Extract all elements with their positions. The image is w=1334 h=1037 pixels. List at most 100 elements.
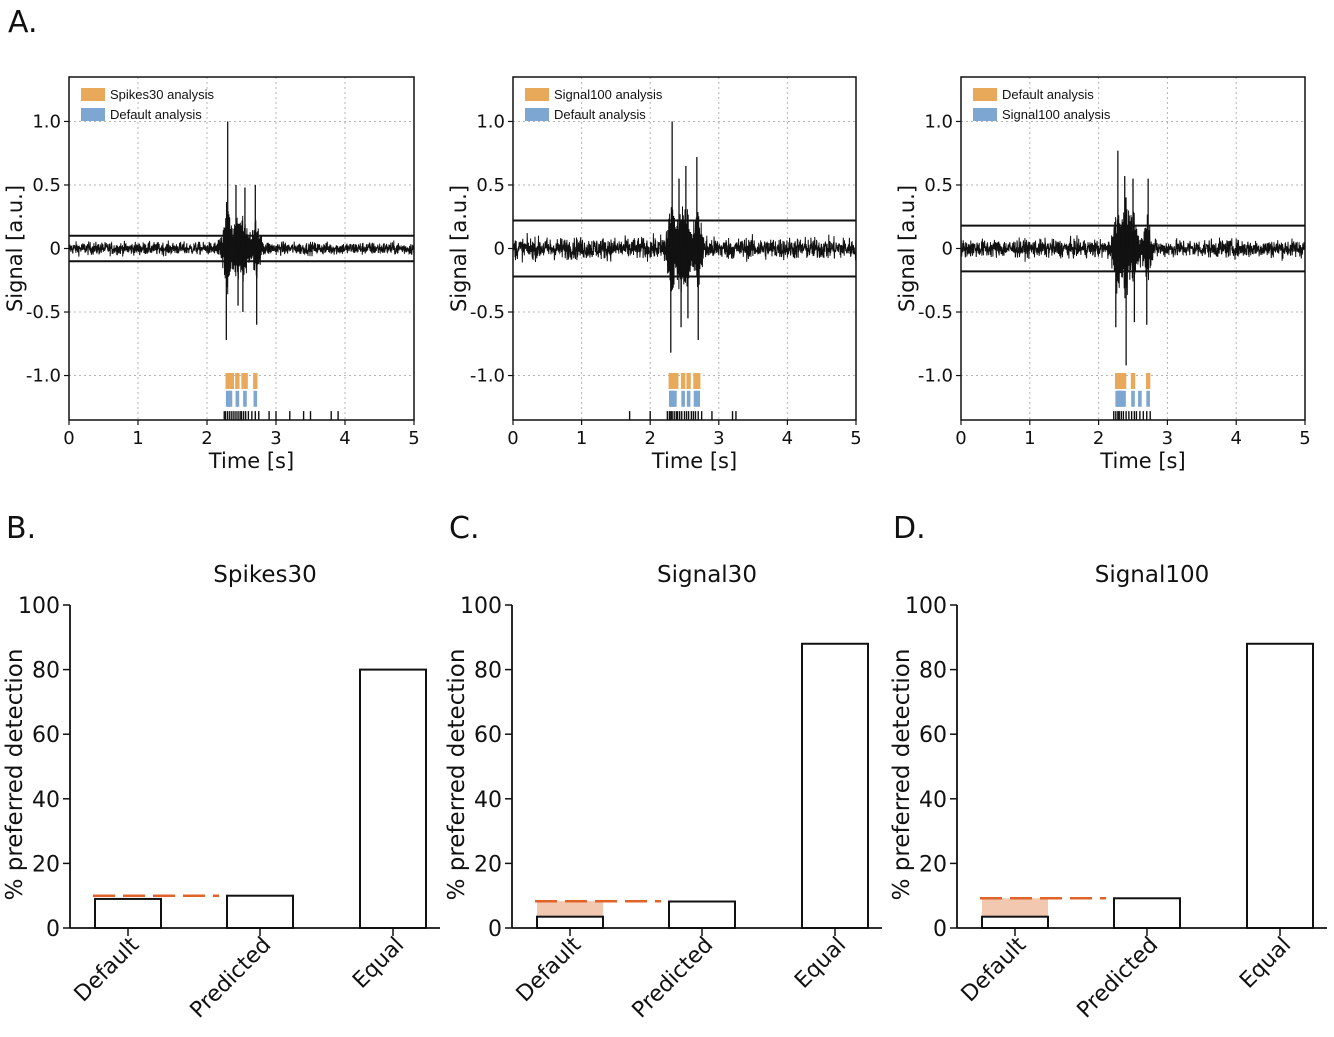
event-mark-blue xyxy=(693,390,698,407)
legend-swatch xyxy=(973,108,997,121)
y-tick-label: 80 xyxy=(919,659,947,684)
category-label: Equal xyxy=(790,933,851,994)
y-tick-label: 40 xyxy=(919,788,947,813)
x-tick-label: 3 xyxy=(713,428,724,449)
y-tick-label: 40 xyxy=(32,788,60,813)
event-mark-blue xyxy=(696,390,701,407)
event-mark-orange xyxy=(1130,372,1136,389)
event-mark-blue xyxy=(673,390,677,407)
x-axis-label: Time [s] xyxy=(1099,449,1185,473)
x-tick-label: 4 xyxy=(1230,428,1241,449)
x-tick-label: 1 xyxy=(132,428,143,449)
bar xyxy=(94,897,162,929)
x-tick-label: 4 xyxy=(339,428,350,449)
y-tick-label: 0.5 xyxy=(476,175,505,196)
event-mark-blue xyxy=(1146,390,1150,407)
legend-swatch xyxy=(525,108,549,121)
bar xyxy=(801,642,869,929)
y-tick-label: 100 xyxy=(18,594,60,619)
event-mark-orange xyxy=(235,372,240,389)
panel-label-d: D. xyxy=(893,511,926,546)
legend-label: Default analysis xyxy=(110,107,202,122)
y-tick-label: -0.5 xyxy=(918,302,953,323)
y-tick-label: 100 xyxy=(905,594,947,619)
y-tick-label: 0 xyxy=(942,239,953,260)
y-tick-label: 80 xyxy=(474,659,502,684)
event-mark-orange xyxy=(1121,372,1127,389)
x-axis-label: Time [s] xyxy=(651,449,737,473)
legend-label: Spikes30 analysis xyxy=(110,87,215,102)
event-mark-blue xyxy=(1138,390,1142,407)
y-axis-label: Signal [a.u.] xyxy=(895,185,919,312)
signal-panel-1: Spikes30 analysis Default analysis 0 1 2 3 4 5 1… xyxy=(3,76,420,473)
bar xyxy=(1113,897,1181,929)
category-label: Default xyxy=(512,932,587,1007)
y-tick-label: -0.5 xyxy=(470,302,505,323)
event-mark-orange xyxy=(680,372,686,389)
y-tick-label: 0 xyxy=(50,239,61,260)
y-tick-label: 80 xyxy=(32,659,60,684)
category-label: Default xyxy=(957,932,1032,1007)
y-tick-label: 1.0 xyxy=(32,111,61,132)
signal-panel-2: Signal100 analysis Default analysis 0 1 2 3 4 5… xyxy=(447,76,862,473)
event-mark-orange xyxy=(674,372,679,389)
chart-title: Signal100 xyxy=(1095,562,1210,588)
y-tick-label: 0 xyxy=(494,239,505,260)
x-tick-label: 1 xyxy=(576,428,587,449)
bar xyxy=(536,915,604,930)
category-label: Equal xyxy=(348,933,409,994)
event-mark-orange xyxy=(229,372,235,389)
y-tick-label: 60 xyxy=(32,723,60,748)
x-tick-label: 4 xyxy=(782,428,793,449)
y-tick-label: 100 xyxy=(460,594,502,619)
event-mark-orange xyxy=(696,372,701,389)
y-tick-label: -1.0 xyxy=(918,366,953,387)
y-tick-label: 0 xyxy=(46,917,60,942)
legend-label: Signal100 analysis xyxy=(1002,107,1111,122)
legend-label: Default analysis xyxy=(1002,87,1094,102)
y-tick-label: 20 xyxy=(919,852,947,877)
x-tick-label: 2 xyxy=(644,428,655,449)
signal-trace xyxy=(512,197,857,293)
event-mark-orange xyxy=(686,372,691,389)
panel-label-c: C. xyxy=(449,511,479,546)
event-mark-blue xyxy=(253,390,258,407)
y-tick-label: 0 xyxy=(488,917,502,942)
y-tick-label: 0.5 xyxy=(924,175,953,196)
y-axis-label: Signal [a.u.] xyxy=(447,185,471,312)
legend-swatch xyxy=(525,88,549,101)
legend-swatch xyxy=(81,108,105,121)
category-label: Predicted xyxy=(628,933,719,1024)
x-tick-label: 3 xyxy=(270,428,281,449)
event-mark-blue xyxy=(235,390,240,407)
x-tick-label: 5 xyxy=(408,428,419,449)
y-tick-label: 20 xyxy=(32,852,60,877)
x-tick-label: 5 xyxy=(1299,428,1310,449)
category-label: Predicted xyxy=(186,933,277,1024)
legend-swatch xyxy=(81,88,105,101)
x-tick-label: 3 xyxy=(1162,428,1173,449)
event-mark-blue xyxy=(1119,390,1124,407)
y-tick-label: -0.5 xyxy=(26,302,61,323)
legend-swatch xyxy=(973,88,997,101)
event-mark-blue xyxy=(686,390,691,407)
y-tick-label: 0.5 xyxy=(32,175,61,196)
y-axis-label: Signal [a.u.] xyxy=(3,185,27,312)
bar-panel-1: B. Spikes30 Default Predicted Equal 0 20 40 60 80… xyxy=(2,511,440,1023)
bar xyxy=(226,894,294,930)
bar-panel-2: C. Signal30 Default Predicted Equal 0 20 40 60 80… xyxy=(444,511,882,1023)
event-mark-blue xyxy=(243,390,247,407)
event-mark-blue xyxy=(1131,390,1135,407)
signal-trace xyxy=(960,197,1306,299)
bar xyxy=(668,900,736,929)
bar-panel-3: D. Signal100 Default Predicted Equal 0 20 40 60 8… xyxy=(889,511,1327,1023)
y-tick-label: 0 xyxy=(933,917,947,942)
bar xyxy=(981,915,1049,930)
y-tick-label: -1.0 xyxy=(26,366,61,387)
x-axis-label: Time [s] xyxy=(208,449,294,473)
chance-band xyxy=(982,898,1048,917)
event-mark-orange xyxy=(1145,372,1151,389)
category-label: Equal xyxy=(1235,933,1296,994)
bar xyxy=(359,668,427,929)
event-mark-orange xyxy=(243,372,248,389)
